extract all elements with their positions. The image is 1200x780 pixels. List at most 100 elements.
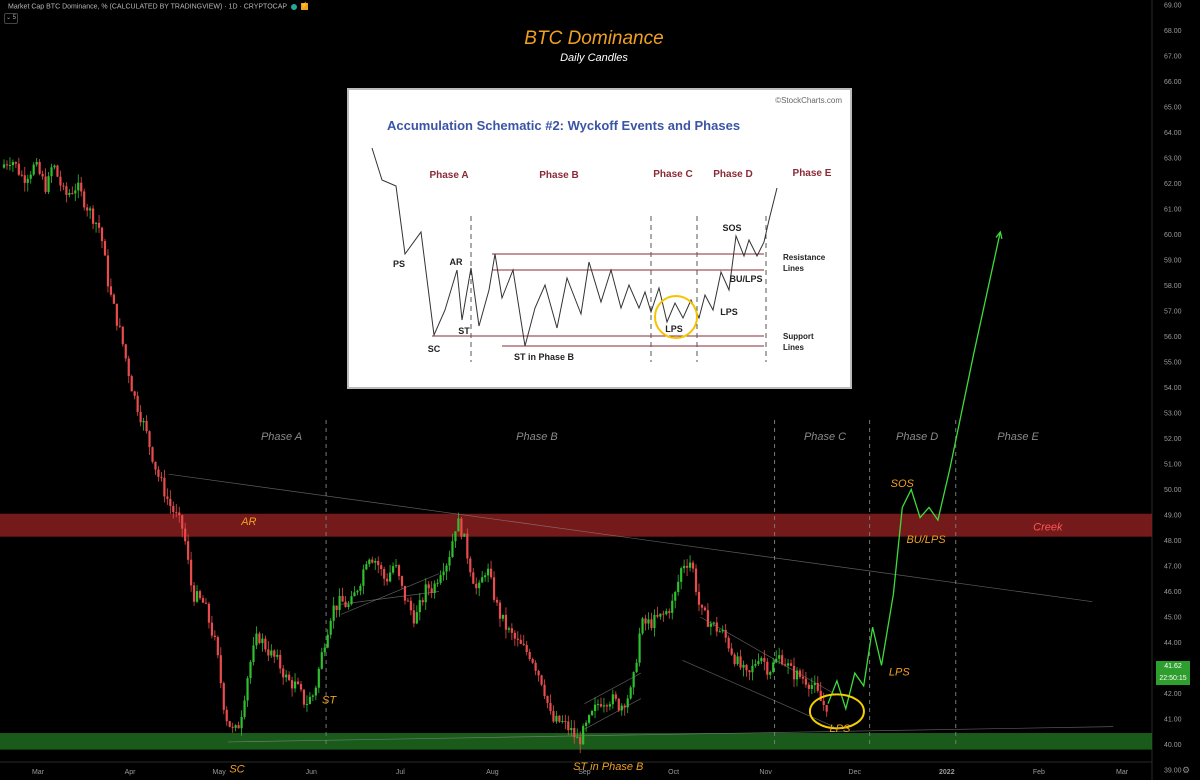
schematic-price-path — [371, 147, 778, 347]
candle-down — [573, 728, 576, 738]
candle-up — [629, 687, 632, 699]
candle-up — [795, 670, 799, 680]
candle-down — [112, 294, 115, 304]
candle-up — [742, 664, 745, 668]
candle-down — [801, 676, 805, 679]
candle-down — [225, 709, 228, 722]
schematic-title: Accumulation Schematic #2: Wyckoff Event… — [387, 118, 741, 133]
annotation-label: SOS — [891, 478, 915, 490]
candle-down — [534, 662, 537, 671]
collapse-indicators-button[interactable]: ⌄ 5 — [4, 13, 18, 24]
gear-icon[interactable]: ⚙ — [1182, 765, 1191, 775]
candle-up — [276, 654, 279, 657]
candle-up — [305, 703, 309, 705]
candle-up — [671, 600, 674, 613]
candle-up — [47, 176, 50, 192]
candle-down — [97, 222, 101, 228]
candle-down — [172, 505, 175, 513]
y-tick-label: 60.00 — [1164, 232, 1182, 239]
candle-down — [184, 528, 187, 542]
candle-up — [326, 634, 329, 648]
x-tick-label: Dec — [849, 769, 862, 776]
candle-down — [406, 600, 410, 602]
candle-down — [528, 651, 531, 660]
candle-up — [35, 162, 38, 165]
candle-down — [92, 208, 95, 224]
candle-up — [561, 721, 564, 723]
last-price-tag: 41.62 22:50:15 — [1156, 661, 1190, 685]
candle-up — [391, 566, 395, 573]
symbol-header[interactable]: Market Cap BTC Dominance, % (CALCULATED … — [8, 3, 308, 10]
green-dot-icon — [290, 3, 297, 10]
candle-down — [157, 469, 160, 477]
candle-up — [74, 190, 77, 194]
candle-down — [198, 591, 202, 599]
candle-down — [192, 585, 196, 602]
candle-down — [23, 175, 26, 183]
trend-line — [700, 616, 835, 694]
candle-up — [754, 664, 757, 666]
schematic-phase-label: Phase B — [539, 170, 578, 181]
candle-down — [748, 670, 751, 673]
candle-up — [659, 613, 662, 617]
x-tick-label: Jun — [306, 769, 317, 776]
candle-down — [127, 358, 130, 377]
candle-down — [644, 618, 647, 624]
candle-down — [264, 638, 267, 650]
lps-highlight-circle — [808, 693, 865, 730]
candle-up — [338, 595, 341, 611]
x-tick-label: Feb — [1033, 769, 1045, 776]
candle-down — [65, 186, 68, 195]
candle-up — [638, 633, 641, 663]
candle-down — [789, 663, 793, 666]
candle-down — [181, 515, 184, 529]
candle-up — [810, 685, 813, 689]
candle-down — [178, 512, 181, 516]
x-tick-label: Apr — [125, 769, 137, 776]
candle-up — [255, 633, 258, 646]
stockcharts-credit: ©StockCharts.com — [775, 96, 842, 105]
candle-down — [100, 227, 104, 242]
candle-up — [760, 658, 763, 662]
candle-up — [252, 645, 255, 663]
candle-up — [246, 678, 249, 701]
y-tick-label: 54.00 — [1164, 385, 1182, 392]
candle-up — [709, 623, 712, 627]
candle-down — [492, 577, 496, 600]
candle-up — [454, 531, 457, 542]
y-tick-label: 51.00 — [1164, 462, 1182, 469]
candle-down — [781, 655, 784, 665]
candle-down — [160, 476, 163, 478]
phase-label: Phase A — [261, 431, 302, 443]
candle-down — [403, 585, 407, 601]
y-tick-label: 64.00 — [1164, 130, 1182, 137]
candle-down — [228, 721, 231, 727]
candle-up — [593, 704, 597, 711]
candle-up — [481, 577, 484, 583]
candle-up — [424, 584, 427, 603]
candle-down — [118, 325, 121, 327]
candle-up — [350, 596, 353, 605]
bolt-icon[interactable]: ⚡ — [300, 3, 309, 10]
candle-down — [154, 461, 157, 470]
candle-down — [498, 602, 502, 619]
candle-up — [332, 605, 335, 621]
candle-up — [585, 722, 588, 726]
candle-up — [718, 631, 721, 633]
candle-up — [620, 705, 623, 711]
candle-down — [703, 607, 707, 611]
candle-down — [86, 207, 89, 211]
candle-down — [397, 565, 401, 577]
candle-up — [2, 164, 6, 168]
y-tick-label: 63.00 — [1164, 156, 1182, 163]
candle-down — [784, 664, 787, 666]
candle-down — [371, 559, 374, 563]
candle-up — [501, 614, 505, 619]
candle-up — [68, 192, 71, 195]
candle-down — [792, 665, 796, 680]
candle-down — [798, 670, 802, 677]
x-tick-label: 2022 — [939, 769, 955, 776]
candle-up — [26, 178, 29, 183]
candle-timer: 22:50:15 — [1159, 675, 1187, 682]
